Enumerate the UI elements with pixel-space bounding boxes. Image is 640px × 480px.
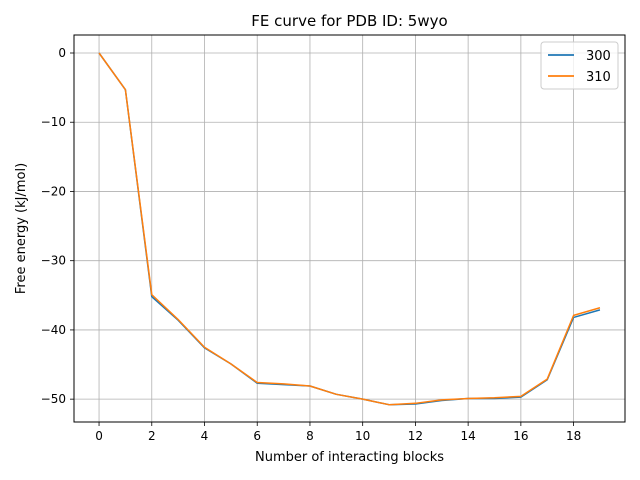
series-line-310: [98, 52, 601, 406]
x-tick-label: 8: [306, 429, 314, 443]
legend-label-300: 300: [586, 49, 611, 64]
grid: [74, 35, 625, 422]
y-tick-label: −10: [41, 115, 66, 129]
x-tick-label: 4: [201, 429, 209, 443]
legend-label-310: 310: [586, 70, 611, 85]
x-tick-label: 10: [355, 429, 370, 443]
y-tick-label: −20: [41, 184, 66, 198]
x-axis-label: Number of interacting blocks: [255, 450, 444, 465]
series-layer: [98, 52, 601, 406]
legend-box: [540, 41, 619, 90]
y-tick-label: −40: [41, 323, 66, 337]
x-tick-label: 16: [513, 429, 528, 443]
x-tick-label: 18: [566, 429, 581, 443]
x-tick-label: 0: [95, 429, 103, 443]
x-tick-label: 12: [408, 429, 423, 443]
x-tick-label: 14: [460, 429, 475, 443]
chart-title: FE curve for PDB ID: 5wyo: [251, 12, 447, 30]
x-tick-label: 2: [148, 429, 156, 443]
x-tick-label: 6: [253, 429, 261, 443]
y-axis-label: Free energy (kJ/mol): [14, 163, 29, 294]
plot-frame: [73, 34, 626, 423]
y-tick-label: −50: [41, 392, 66, 406]
ticks: 0 2 4 6 8 10 12 14 16 18 0 −10 −20 −30 −40 −50: [41, 46, 582, 443]
y-tick-label: −30: [41, 254, 66, 268]
y-tick-label: 0: [58, 46, 66, 60]
